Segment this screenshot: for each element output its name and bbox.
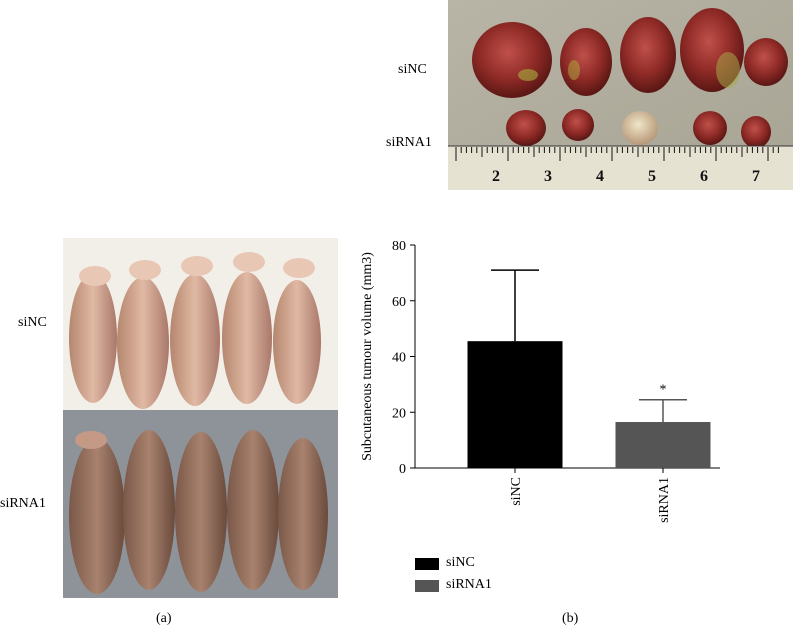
legend-label-sinc: siNC	[446, 555, 475, 570]
y-tick-label: 80	[392, 239, 406, 254]
tumour-sirna1-5	[741, 116, 771, 148]
panel-label-a: (a)	[156, 611, 172, 626]
ruler-number: 7	[752, 168, 760, 185]
tumour-sinc-5	[744, 38, 788, 86]
legend-label-sirna1: siRNA1	[446, 577, 492, 592]
mice-photo-label-sirna1: siRNA1	[0, 496, 46, 511]
mouse-sinc-5	[273, 258, 321, 404]
tumour-sinc-4	[680, 8, 744, 92]
mice-sirna1-group	[69, 430, 328, 594]
mouse-sirna1-1	[69, 431, 125, 594]
y-tick-label: 40	[392, 351, 406, 366]
mice-photo	[63, 238, 338, 598]
mouse-sirna1-5	[278, 438, 328, 590]
tumour-sinc-3	[620, 17, 676, 93]
tumour-sirna1-2	[562, 109, 594, 141]
ruler-number: 6	[700, 168, 708, 185]
ruler-number: 3	[544, 168, 552, 185]
significance-marker: *	[660, 383, 667, 398]
tumour-photo-label-sinc: siNC	[398, 62, 427, 77]
legend-item-sirna1: siRNA1	[415, 577, 555, 596]
y-tick-label: 60	[392, 295, 406, 310]
tumour-sinc-1	[472, 22, 552, 98]
legend-swatch-sinc	[415, 558, 439, 570]
bar-chart: 0 20 40 60 80 Subcutaneous tumour volume (mm3…	[360, 239, 720, 523]
panel-label-b: (b)	[562, 611, 579, 626]
mouse-sinc-4	[222, 252, 272, 404]
tumour-sinc-2	[560, 28, 612, 96]
legend-item-sinc: siNC	[415, 555, 555, 574]
mice-photo-label-sinc: siNC	[18, 315, 47, 330]
y-tick-label: 20	[392, 406, 406, 421]
mouse-sirna1-4	[227, 430, 279, 590]
y-tick-label: 0	[399, 462, 406, 477]
tumour-photo-label-sirna1: siRNA1	[386, 135, 432, 150]
tumour-sirna1-4	[693, 111, 727, 145]
tumour-sirna1-3	[622, 111, 658, 145]
mouse-sinc-3	[170, 256, 220, 406]
ruler: 2 3 4 5 6 7	[448, 145, 793, 190]
bar-sirna1	[615, 422, 711, 468]
mouse-sinc-1	[69, 266, 117, 403]
tumour-photo: 2 3 4 5 6 7	[448, 0, 793, 190]
mouse-sinc-2	[117, 260, 169, 409]
x-tick-label: siRNA1	[657, 477, 672, 523]
mouse-sirna1-2	[123, 430, 175, 590]
mouse-sirna1-3	[175, 432, 227, 592]
mice-sinc-group	[69, 252, 321, 409]
x-tick-label: siNC	[509, 477, 524, 506]
ruler-number: 4	[596, 168, 604, 185]
legend-swatch-sirna1	[415, 580, 439, 592]
bar-sinc	[467, 341, 563, 468]
ruler-number: 2	[492, 168, 500, 185]
ruler-number: 5	[648, 168, 656, 185]
tumour-sirna1-1	[506, 110, 546, 146]
y-axis-label: Subcutaneous tumour volume (mm3)	[360, 252, 375, 461]
